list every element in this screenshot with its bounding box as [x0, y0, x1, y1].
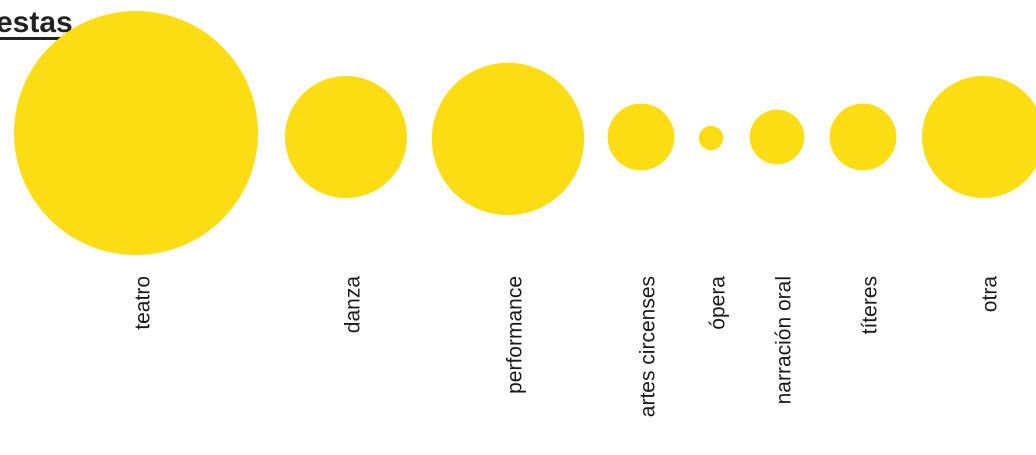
bubble-otra[interactable] — [922, 76, 1036, 198]
bubble-teatro[interactable] — [14, 11, 258, 255]
bubble-ópera[interactable] — [698, 125, 724, 151]
category-label-ópera: ópera — [707, 276, 730, 330]
category-label-teatro: teatro — [132, 276, 155, 330]
category-label-otra: otra — [979, 276, 1002, 313]
category-label-danza: danza — [342, 276, 365, 334]
bubble-danza[interactable] — [285, 76, 407, 198]
category-label-narración-oral: narración oral — [773, 276, 796, 404]
bubble-narración-oral[interactable] — [749, 109, 805, 165]
bubble-títeres[interactable] — [829, 103, 897, 171]
bubble-artes-circenses[interactable] — [607, 103, 675, 171]
category-label-artes-circenses: artes circenses — [637, 276, 660, 417]
bubble-performance[interactable] — [431, 62, 585, 216]
category-label-performance: performance — [504, 276, 527, 394]
category-label-títeres: títeres — [859, 276, 882, 334]
section-heading[interactable]: estas — [0, 6, 73, 39]
